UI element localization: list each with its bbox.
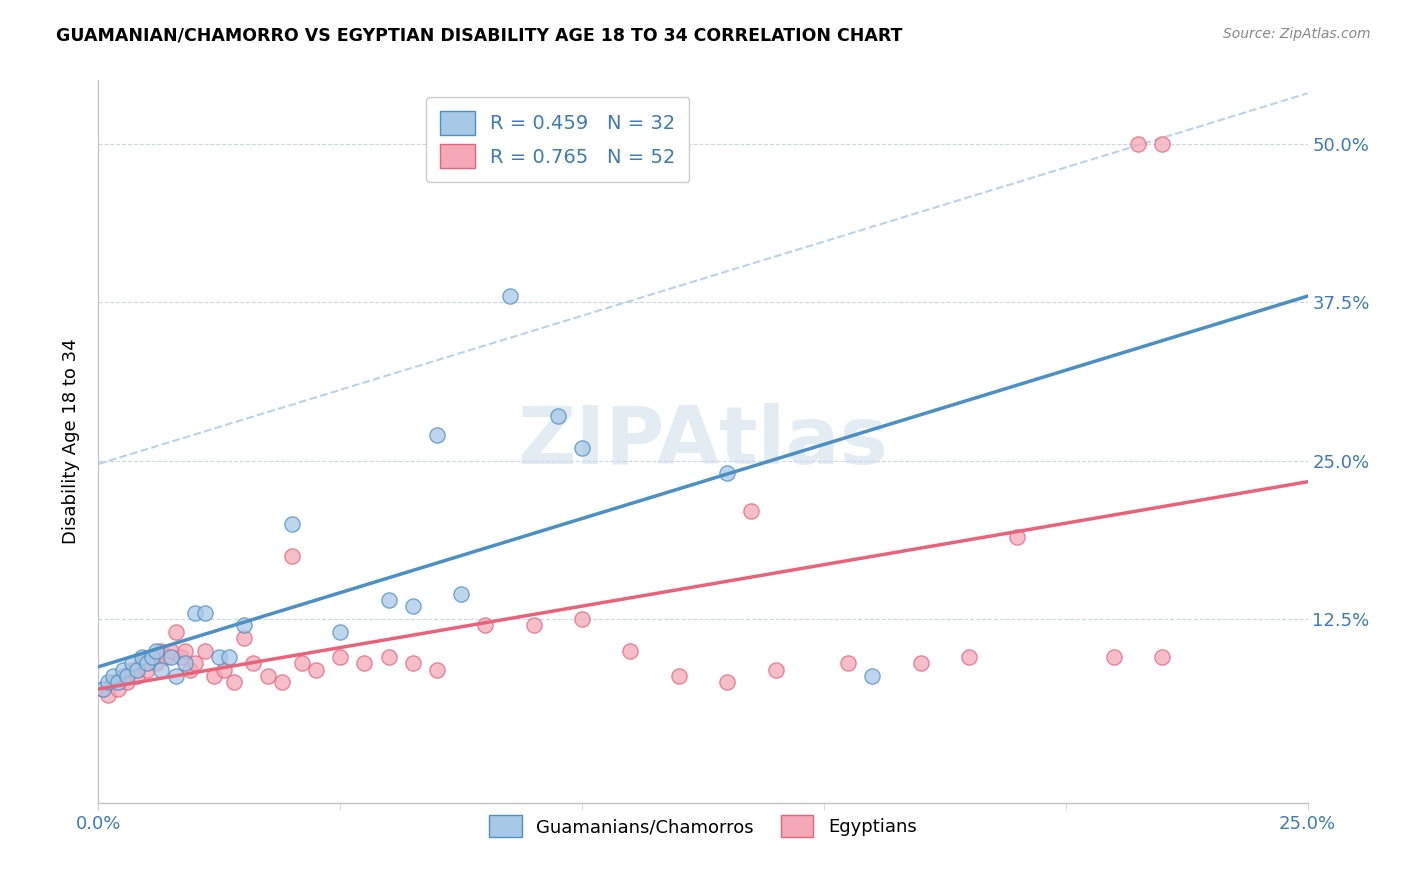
Point bbox=[281, 516, 304, 531]
Point bbox=[498, 289, 520, 303]
Point bbox=[1102, 650, 1125, 665]
Point bbox=[117, 669, 139, 683]
Point bbox=[860, 669, 883, 683]
Point bbox=[232, 618, 254, 632]
Point bbox=[329, 650, 352, 665]
Point bbox=[619, 643, 641, 657]
Text: GUAMANIAN/CHAMORRO VS EGYPTIAN DISABILITY AGE 18 TO 34 CORRELATION CHART: GUAMANIAN/CHAMORRO VS EGYPTIAN DISABILIT… bbox=[56, 27, 903, 45]
Point bbox=[107, 675, 129, 690]
Point bbox=[1152, 136, 1174, 151]
Point bbox=[402, 657, 425, 671]
Point bbox=[91, 681, 114, 696]
Point bbox=[910, 657, 932, 671]
Point bbox=[571, 441, 593, 455]
Point bbox=[150, 663, 173, 677]
Point bbox=[160, 643, 183, 657]
Point bbox=[194, 643, 217, 657]
Point bbox=[91, 681, 114, 696]
Point bbox=[165, 669, 187, 683]
Point bbox=[111, 663, 134, 677]
Point bbox=[256, 669, 278, 683]
Point bbox=[450, 587, 472, 601]
Point bbox=[131, 650, 153, 665]
Point bbox=[426, 428, 449, 442]
Point bbox=[377, 593, 399, 607]
Point bbox=[135, 663, 157, 677]
Point bbox=[218, 650, 240, 665]
Point bbox=[716, 675, 738, 690]
Point bbox=[208, 650, 231, 665]
Point bbox=[121, 663, 143, 677]
Point bbox=[547, 409, 569, 424]
Point bbox=[1152, 650, 1174, 665]
Point bbox=[97, 688, 120, 702]
Text: ZIPAtlas: ZIPAtlas bbox=[517, 402, 889, 481]
Point bbox=[426, 663, 449, 677]
Point bbox=[184, 606, 207, 620]
Point bbox=[107, 681, 129, 696]
Point bbox=[131, 657, 153, 671]
Point bbox=[290, 657, 312, 671]
Text: Source: ZipAtlas.com: Source: ZipAtlas.com bbox=[1223, 27, 1371, 41]
Point bbox=[184, 657, 207, 671]
Point bbox=[668, 669, 690, 683]
Point bbox=[145, 643, 167, 657]
Point bbox=[111, 669, 134, 683]
Point bbox=[353, 657, 375, 671]
Legend: Guamanians/Chamorros, Egyptians: Guamanians/Chamorros, Egyptians bbox=[482, 808, 924, 845]
Point bbox=[165, 624, 187, 639]
Point bbox=[377, 650, 399, 665]
Point bbox=[329, 624, 352, 639]
Point bbox=[242, 657, 264, 671]
Point bbox=[837, 657, 859, 671]
Point bbox=[271, 675, 294, 690]
Point bbox=[232, 631, 254, 645]
Y-axis label: Disability Age 18 to 34: Disability Age 18 to 34 bbox=[62, 339, 80, 544]
Point bbox=[716, 467, 738, 481]
Point bbox=[101, 675, 124, 690]
Point bbox=[212, 663, 235, 677]
Point bbox=[160, 650, 183, 665]
Point bbox=[571, 612, 593, 626]
Point bbox=[765, 663, 787, 677]
Point bbox=[97, 675, 120, 690]
Point bbox=[169, 650, 191, 665]
Point bbox=[957, 650, 980, 665]
Point bbox=[127, 663, 149, 677]
Point bbox=[141, 650, 163, 665]
Point bbox=[141, 650, 163, 665]
Point bbox=[740, 504, 762, 518]
Point bbox=[523, 618, 546, 632]
Point bbox=[194, 606, 217, 620]
Point bbox=[145, 657, 167, 671]
Point bbox=[305, 663, 328, 677]
Point bbox=[121, 657, 143, 671]
Point bbox=[135, 657, 157, 671]
Point bbox=[174, 657, 197, 671]
Point bbox=[174, 643, 197, 657]
Point bbox=[222, 675, 245, 690]
Point bbox=[1128, 136, 1150, 151]
Point bbox=[402, 599, 425, 614]
Point bbox=[204, 669, 226, 683]
Point bbox=[474, 618, 496, 632]
Point bbox=[155, 650, 177, 665]
Point bbox=[1007, 530, 1029, 544]
Point bbox=[101, 669, 124, 683]
Point bbox=[127, 669, 149, 683]
Point bbox=[117, 675, 139, 690]
Point bbox=[179, 663, 201, 677]
Point bbox=[150, 643, 173, 657]
Point bbox=[281, 549, 304, 563]
